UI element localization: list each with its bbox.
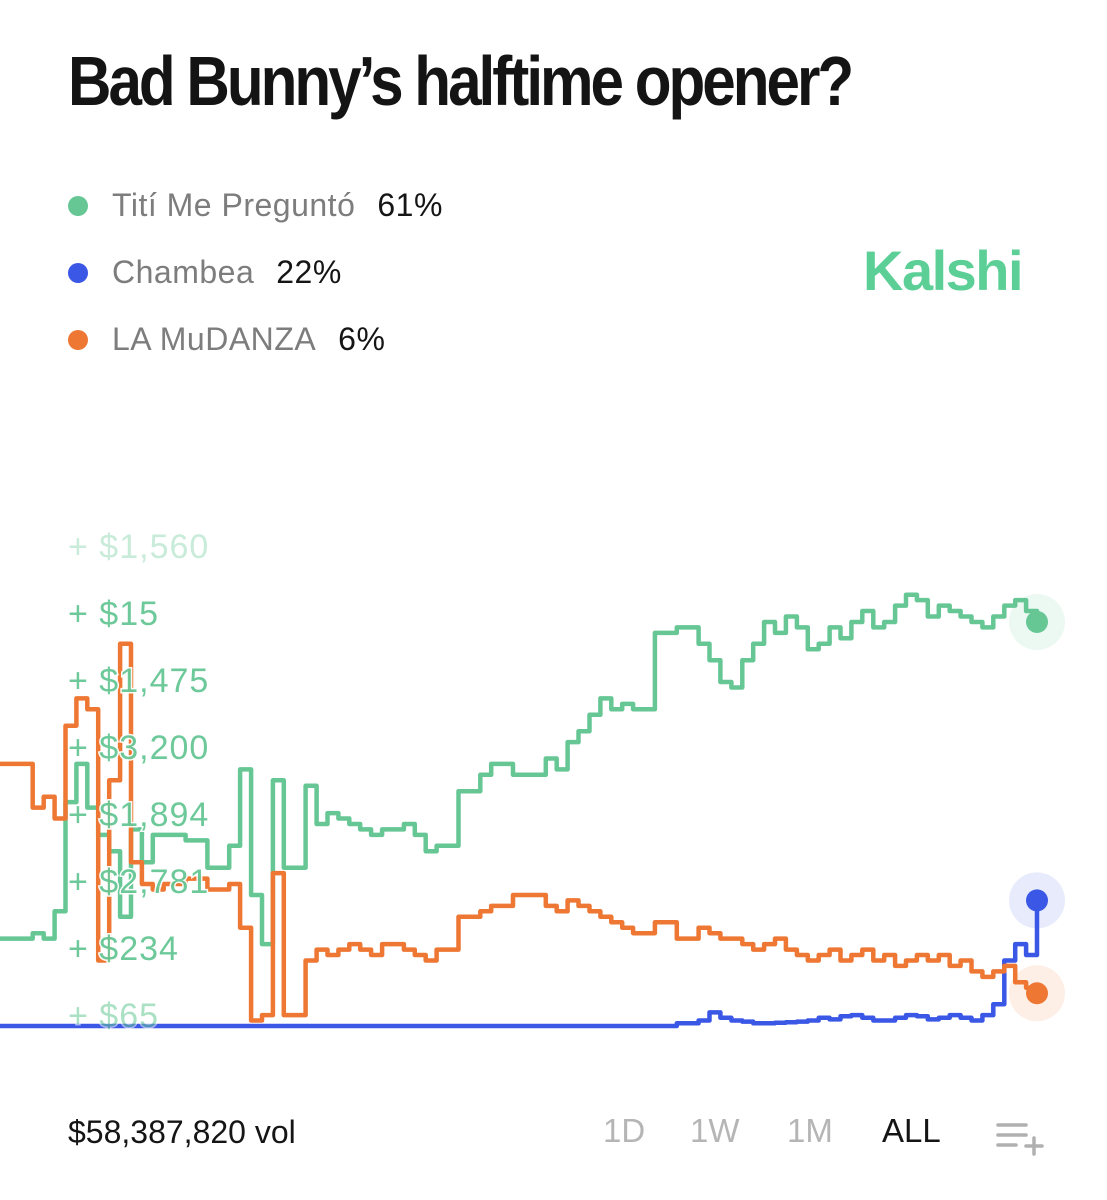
range-1d-button[interactable]: 1D (603, 1112, 646, 1149)
legend-item-la-mudanza[interactable]: LA MuDANZA 6% (68, 306, 443, 373)
trade-feed-item: + $2,781 (68, 863, 209, 901)
trade-feed-item: + $234 (68, 930, 179, 968)
trade-feed-item: + $3,200 (68, 729, 209, 767)
legend-item-titi[interactable]: Tití Me Preguntó 61% (68, 172, 443, 239)
range-selector: 1D 1W 1M ALL (0, 1112, 1107, 1156)
legend-percent: 22% (276, 254, 342, 290)
legend-item-chambea[interactable]: Chambea 22% (68, 239, 443, 306)
trade-feed-item: + $1,894 (68, 796, 209, 834)
series-line-la-mudanza (0, 641, 1040, 1023)
range-all-button[interactable]: ALL (882, 1112, 941, 1149)
series-line-titi-me-pregunto (0, 592, 1040, 947)
volume-label: $58,387,820 vol (68, 1114, 296, 1150)
trade-feed-item: + $1,475 (68, 662, 209, 700)
range-1w-button[interactable]: 1W (690, 1112, 740, 1149)
endpoint-dot-titi-me-pregunto (1026, 610, 1048, 633)
legend-percent: 6% (338, 321, 386, 357)
trade-feed-item: + $1,560 (68, 528, 209, 566)
series-line-chambea (0, 900, 1040, 1029)
trade-feed-item: + $65 (68, 997, 159, 1035)
legend-name: LA MuDANZA (112, 321, 317, 357)
legend-name: Tití Me Preguntó (112, 187, 356, 223)
range-1m-button[interactable]: 1M (787, 1112, 833, 1149)
legend-dot-icon (68, 329, 88, 350)
endpoint-dot-la-mudanza (1026, 982, 1048, 1005)
legend-percent: 61% (377, 187, 443, 223)
brand-logo: Kalshi (863, 239, 1024, 302)
legend: Tití Me Preguntó 61% Chambea 22% LA MuDA… (68, 172, 443, 373)
legend-name: Chambea (112, 254, 255, 290)
price-chart[interactable]: + $1,560 + $15 + $1,475 + $3,200 + $1,894 + $… (0, 470, 1107, 1090)
endpoint-dot-chambea (1026, 889, 1048, 912)
page-title: Bad Bunny’s halftime opener? (68, 42, 854, 120)
legend-dot-icon (68, 195, 88, 216)
list-add-icon[interactable] (996, 1120, 1044, 1156)
legend-dot-icon (68, 262, 88, 283)
trade-feed-item: + $15 (68, 595, 159, 633)
